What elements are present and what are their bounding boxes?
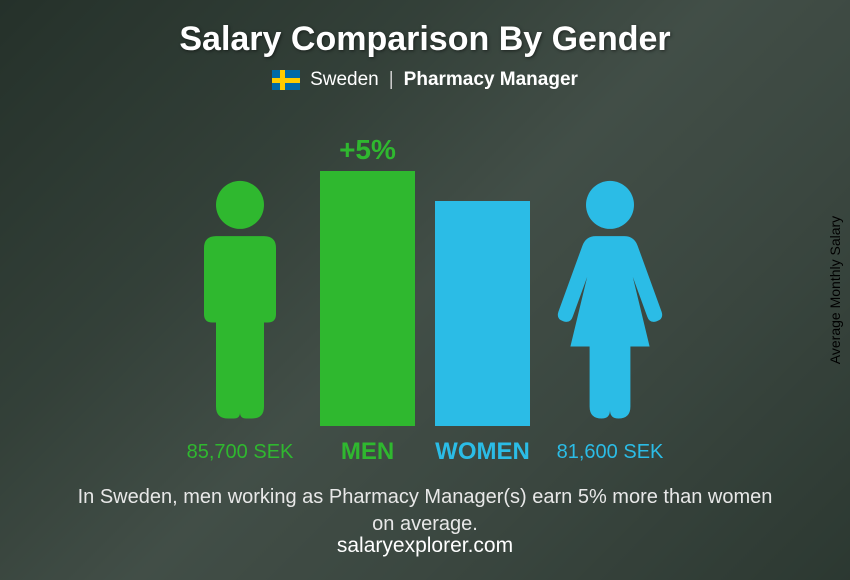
footer-link[interactable]: salaryexplorer.com (337, 534, 513, 558)
sweden-flag-icon (272, 70, 300, 90)
job-label: Pharmacy Manager (404, 69, 578, 91)
women-bar-wrap (435, 201, 530, 426)
labels-row: 85,700 SEK MEN WOMEN 81,600 SEK (85, 438, 765, 466)
men-label: MEN (320, 438, 415, 466)
women-salary: 81,600 SEK (550, 441, 670, 464)
side-axis-label: Average Monthly Salary (827, 216, 843, 364)
men-bar-wrap: +5% (320, 134, 415, 426)
women-bar (435, 201, 530, 426)
page-title: Salary Comparison By Gender (179, 20, 670, 59)
summary-text: In Sweden, men working as Pharmacy Manag… (65, 484, 785, 538)
women-label: WOMEN (435, 438, 530, 466)
separator: | (389, 69, 394, 91)
men-bar (320, 171, 415, 426)
men-salary: 85,700 SEK (180, 441, 300, 464)
location-label: Sweden (310, 69, 379, 91)
male-person-icon (180, 171, 300, 426)
chart: +5% (85, 116, 765, 426)
delta-label: +5% (339, 134, 396, 166)
female-person-icon (550, 171, 670, 426)
subtitle: Sweden | Pharmacy Manager (272, 69, 578, 91)
side-label-wrap: Average Monthly Salary (820, 0, 850, 580)
